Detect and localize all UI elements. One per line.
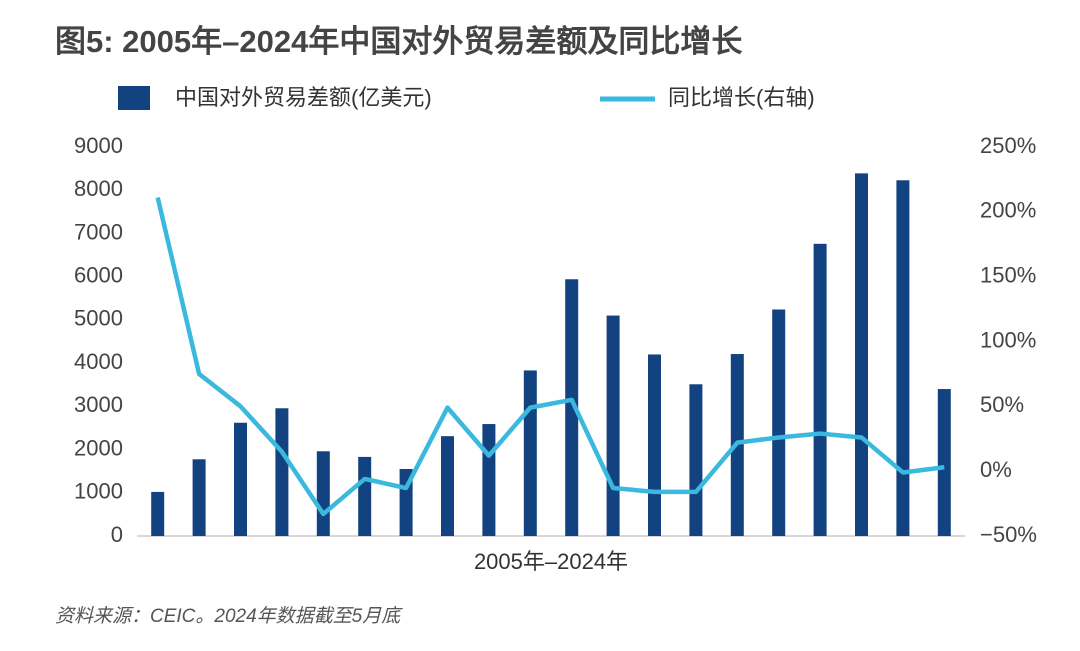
bar bbox=[482, 424, 496, 536]
bar bbox=[234, 422, 247, 536]
legend-label: 中国对外贸易差额(亿美元) bbox=[175, 85, 432, 110]
bar bbox=[772, 309, 786, 536]
bar bbox=[358, 456, 372, 536]
y-tick-label: 8000 bbox=[74, 176, 123, 201]
y-tick-label: 7000 bbox=[74, 219, 123, 244]
bar bbox=[275, 408, 289, 536]
bar bbox=[648, 354, 661, 536]
bar bbox=[606, 315, 620, 536]
y-tick-label: 6000 bbox=[74, 262, 123, 287]
y2-tick-label: 200% bbox=[980, 198, 1036, 223]
bar bbox=[316, 451, 330, 536]
y-tick-label: 2000 bbox=[74, 435, 123, 460]
bar bbox=[689, 384, 703, 536]
bar bbox=[896, 180, 910, 536]
y-tick-label: 1000 bbox=[74, 479, 123, 504]
y2-tick-label: 150% bbox=[980, 262, 1036, 287]
source-note: 资料来源：CEIC。2024年数据截至5月底 bbox=[55, 605, 403, 627]
x-axis-title: 2005年–2024年 bbox=[474, 549, 628, 574]
bar bbox=[565, 279, 579, 536]
bar bbox=[441, 436, 454, 536]
bar bbox=[151, 491, 165, 536]
y-tick-label: 4000 bbox=[74, 349, 123, 374]
y-tick-label: 9000 bbox=[74, 133, 123, 158]
bar bbox=[855, 173, 868, 537]
legend-swatch bbox=[118, 86, 150, 110]
y-tick-label: 3000 bbox=[74, 392, 123, 417]
bar bbox=[813, 243, 827, 536]
y2-tick-label: −50% bbox=[980, 522, 1037, 547]
bar bbox=[937, 389, 951, 536]
legend-label: 同比增长(右轴) bbox=[668, 85, 815, 110]
bar bbox=[523, 370, 537, 536]
bar bbox=[192, 459, 206, 536]
line bbox=[155, 197, 945, 517]
y-tick-label: 0 bbox=[111, 522, 123, 547]
y2-tick-label: 0% bbox=[980, 457, 1012, 482]
y2-tick-label: 250% bbox=[980, 133, 1036, 158]
chart-title: 图5: 2005年–2024年中国对外贸易差额及同比增长 bbox=[55, 24, 742, 59]
y-tick-label: 5000 bbox=[74, 306, 123, 331]
y2-tick-label: 50% bbox=[980, 392, 1024, 417]
y2-tick-label: 100% bbox=[980, 327, 1036, 352]
